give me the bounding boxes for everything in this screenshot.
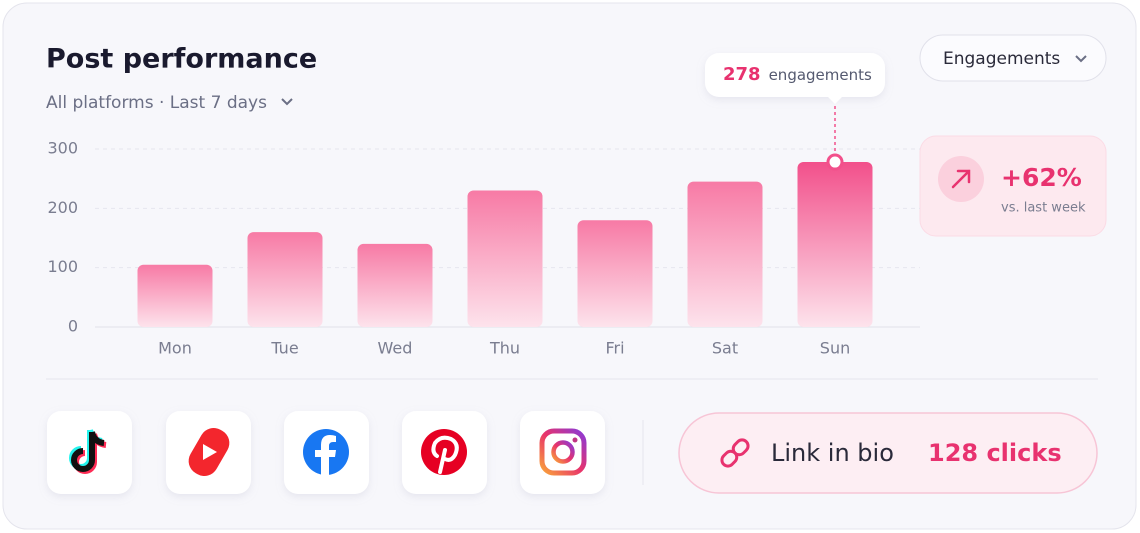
tiktok-tile[interactable]	[47, 411, 132, 494]
dropdown-label[interactable]: Engagements	[943, 49, 1060, 69]
tooltip-unit: engagements	[769, 66, 872, 84]
bar	[797, 162, 873, 327]
title: Post performance	[46, 44, 317, 75]
youtube-shorts-tile[interactable]	[166, 411, 251, 494]
x-tick-label: Thu	[489, 339, 520, 358]
tooltip-text: 278 engagements	[723, 64, 872, 85]
x-tick-label: Sat	[712, 339, 738, 358]
subtitle[interactable]: All platforms · Last 7 days	[46, 93, 267, 113]
x-tick-label: Mon	[158, 339, 192, 358]
x-tick-label: Wed	[378, 339, 413, 358]
pinterest-p	[431, 435, 459, 474]
link-label[interactable]: Link in bio	[771, 439, 894, 467]
bar	[357, 243, 433, 327]
tooltip-pointer	[828, 97, 842, 104]
bar	[247, 232, 323, 327]
link-icon	[720, 438, 750, 468]
shorts-play	[203, 444, 217, 460]
tiktok-icon	[71, 431, 105, 472]
stat-comparison: vs. last week	[1001, 201, 1086, 216]
tooltip-value: 278	[723, 64, 761, 85]
x-tick-label: Tue	[270, 339, 298, 358]
bar	[137, 264, 213, 327]
y-tick-label: 0	[68, 317, 78, 336]
subtitle-chevron[interactable]	[281, 98, 293, 106]
x-tick-label: Sun	[820, 339, 850, 358]
stat-change: +62%	[1001, 163, 1082, 192]
stat-arrow	[951, 169, 971, 189]
bar	[687, 181, 763, 327]
plot: 0 100 200 300 Mon Tue Wed Thu Fri Sat Sun 278 engage…	[47, 53, 920, 358]
facebook-f	[315, 435, 336, 475]
metric-dropdown[interactable]: Engagements	[919, 34, 1107, 82]
facebook-tile[interactable]	[284, 411, 369, 494]
link-pill[interactable]	[678, 412, 1098, 494]
social-icons	[47, 411, 605, 494]
instagram-dot	[572, 437, 578, 443]
highlight-dot	[826, 153, 844, 171]
tile[interactable]	[520, 411, 605, 494]
dropdown-chevron[interactable]	[1075, 55, 1087, 63]
instagram-tile[interactable]	[520, 411, 605, 494]
x-tick-label: Fri	[605, 339, 624, 358]
y-tick-label: 300	[47, 139, 78, 158]
stat-card: +62% vs. last week	[919, 135, 1107, 237]
dropdown-box[interactable]	[919, 34, 1107, 82]
bar	[467, 190, 543, 327]
link-clicks[interactable]: 128 clicks	[928, 439, 1062, 467]
instagram-lens	[551, 440, 575, 464]
tooltip-box	[705, 53, 885, 97]
bar	[577, 220, 653, 327]
y-tick-label: 100	[47, 257, 78, 276]
link-in-bio[interactable]: Link in bio 128 clicks	[678, 412, 1098, 494]
y-tick-label: 200	[47, 198, 78, 217]
instagram-icon	[539, 428, 587, 476]
pinterest-tile[interactable]	[402, 411, 487, 494]
tooltip: 278 engagements	[705, 53, 885, 104]
